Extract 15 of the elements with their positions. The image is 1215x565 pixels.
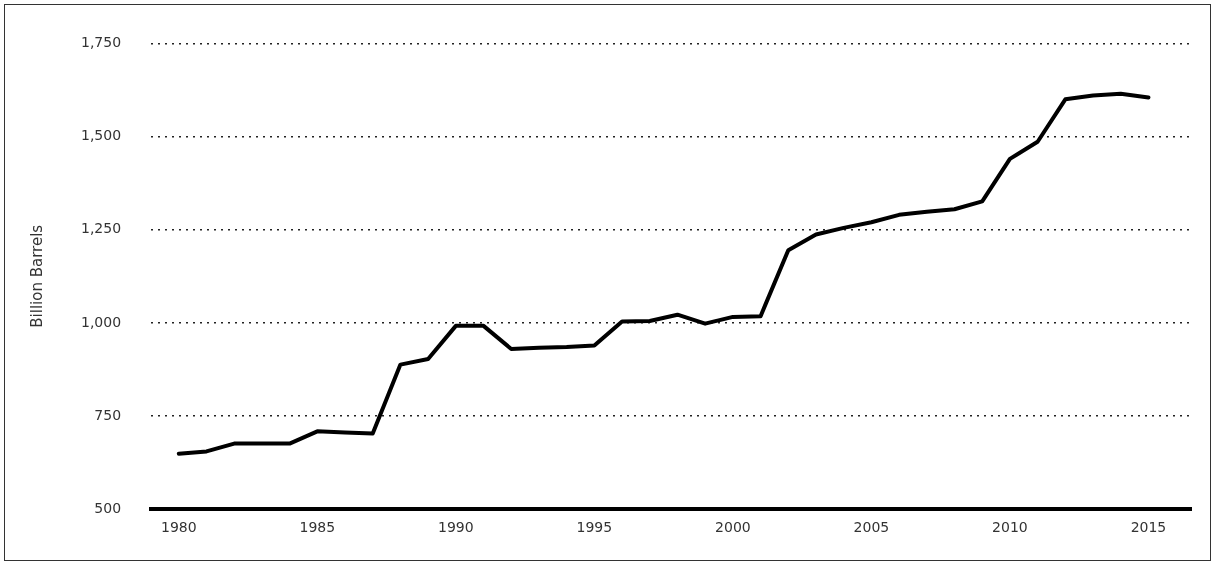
x-tick-label: 1985 <box>299 519 336 536</box>
x-tick-label: 1990 <box>438 519 474 536</box>
x-tick-label: 2010 <box>992 519 1028 536</box>
y-axis-title: Billion Barrels <box>27 224 46 328</box>
y-tick-label: 500 <box>94 499 122 516</box>
x-tick-label: 1980 <box>160 519 197 536</box>
y-tick-label: 1,750 <box>80 34 122 51</box>
x-tick-label: 2000 <box>715 519 751 536</box>
y-tick-label: 1,000 <box>80 313 122 330</box>
x-tick-label: 1995 <box>576 519 613 536</box>
x-tick-label: 2005 <box>853 519 890 536</box>
y-tick-label: 1,500 <box>80 127 122 144</box>
y-tick-label: 750 <box>94 406 122 423</box>
y-tick-label: 1,250 <box>80 220 122 237</box>
x-tick-label: 2015 <box>1130 519 1167 536</box>
